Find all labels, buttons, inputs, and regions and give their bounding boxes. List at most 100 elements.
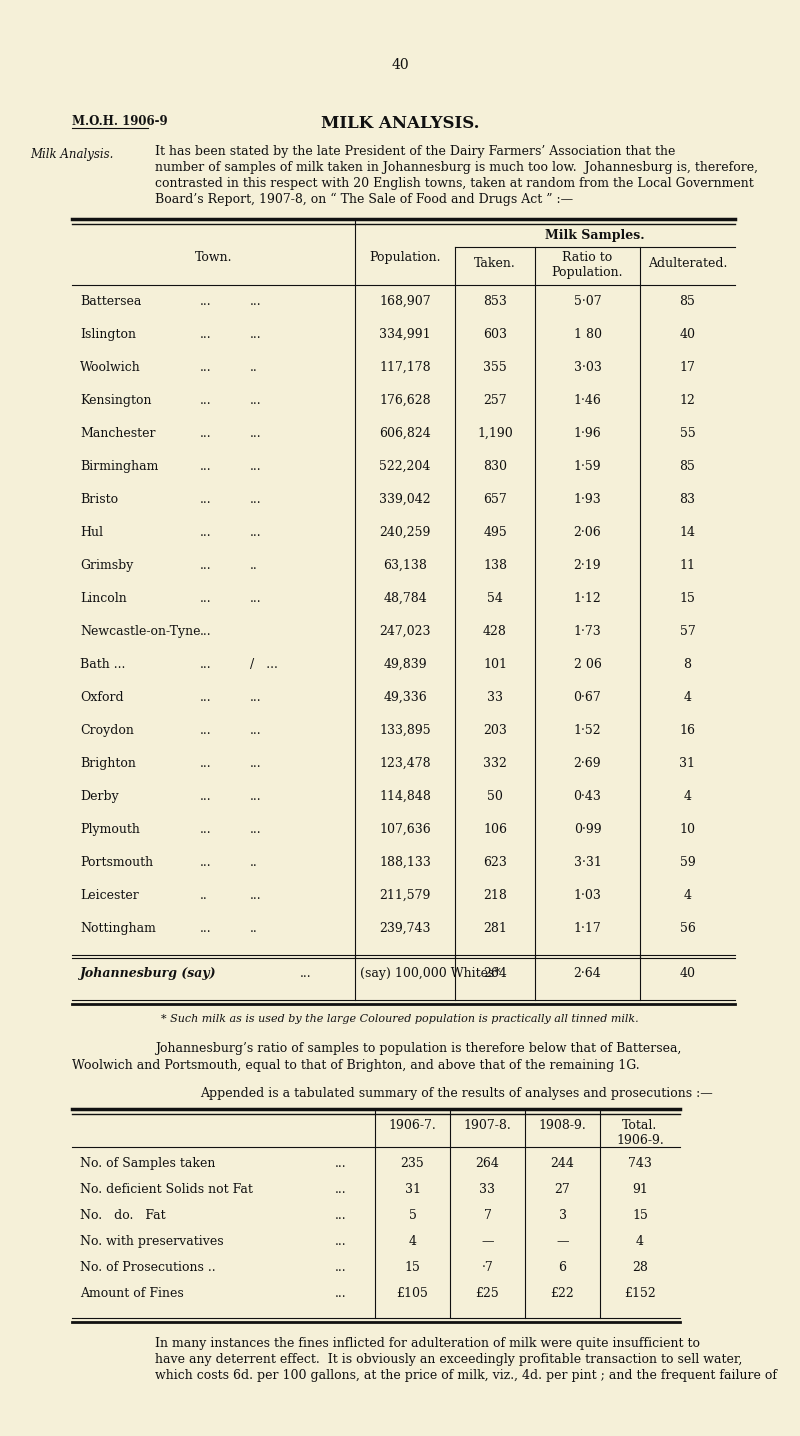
Text: 264: 264 [483, 966, 507, 979]
Text: Newcastle-on-Tyne: Newcastle-on-Tyne [80, 625, 201, 638]
Text: ...: ... [200, 360, 212, 373]
Text: ...: ... [200, 823, 212, 836]
Text: ...: ... [200, 658, 212, 671]
Text: 218: 218 [483, 889, 507, 902]
Text: ...: ... [200, 327, 212, 340]
Text: 101: 101 [483, 658, 507, 671]
Text: Bristo: Bristo [80, 493, 118, 505]
Text: number of samples of milk taken in Johannesburg is much too low.  Johannesburg i: number of samples of milk taken in Johan… [155, 161, 758, 174]
Text: ...: ... [335, 1235, 346, 1248]
Text: ...: ... [250, 757, 262, 770]
Text: Taken.: Taken. [474, 257, 516, 270]
Text: Kensington: Kensington [80, 393, 151, 406]
Text: Johannesburg’s ratio of samples to population is therefore below that of Batters: Johannesburg’s ratio of samples to popul… [155, 1043, 682, 1055]
Text: ...: ... [250, 691, 262, 704]
Text: 606,824: 606,824 [379, 426, 431, 439]
Text: Appended is a tabulated summary of the results of analyses and prosecutions :—: Appended is a tabulated summary of the r… [200, 1087, 713, 1100]
Text: Amount of Fines: Amount of Fines [80, 1287, 184, 1300]
Text: Adulterated.: Adulterated. [648, 257, 727, 270]
Text: Plymouth: Plymouth [80, 823, 140, 836]
Text: No. of Samples taken: No. of Samples taken [80, 1157, 215, 1170]
Text: 3: 3 [558, 1209, 566, 1222]
Text: 0·67: 0·67 [574, 691, 602, 704]
Text: ...: ... [200, 625, 212, 638]
Text: Portsmouth: Portsmouth [80, 856, 153, 869]
Text: Board’s Report, 1907-8, on “ The Sale of Food and Drugs Act ” :—: Board’s Report, 1907-8, on “ The Sale of… [155, 192, 573, 207]
Text: 91: 91 [632, 1183, 648, 1196]
Text: ...: ... [200, 460, 212, 472]
Text: 0·43: 0·43 [574, 790, 602, 803]
Text: 495: 495 [483, 526, 507, 538]
Text: 743: 743 [628, 1157, 652, 1170]
Text: 1·17: 1·17 [574, 922, 602, 935]
Text: 1·59: 1·59 [574, 460, 602, 472]
Text: 211,579: 211,579 [379, 889, 430, 902]
Text: 123,478: 123,478 [379, 757, 431, 770]
Text: 2·06: 2·06 [574, 526, 602, 538]
Text: 17: 17 [679, 360, 695, 373]
Text: M.O.H. 1906-9: M.O.H. 1906-9 [72, 115, 168, 128]
Text: 16: 16 [679, 724, 695, 737]
Text: ·7: ·7 [482, 1261, 494, 1274]
Text: Woolwich and Portsmouth, equal to that of Brighton, and above that of the remain: Woolwich and Portsmouth, equal to that o… [72, 1058, 640, 1073]
Text: ...: ... [250, 460, 262, 472]
Text: ...: ... [335, 1287, 346, 1300]
Text: No.   do.   Fat: No. do. Fat [80, 1209, 166, 1222]
Text: 117,178: 117,178 [379, 360, 431, 373]
Text: ...: ... [200, 724, 212, 737]
Text: /   ...: / ... [250, 658, 278, 671]
Text: 334,991: 334,991 [379, 327, 431, 340]
Text: Woolwich: Woolwich [80, 360, 141, 373]
Text: 40: 40 [391, 57, 409, 72]
Text: ...: ... [250, 493, 262, 505]
Text: 55: 55 [680, 426, 695, 439]
Text: ..: .. [250, 559, 258, 572]
Text: Ratio to
Population.: Ratio to Population. [552, 251, 623, 279]
Text: Islington: Islington [80, 327, 136, 340]
Text: ..: .. [250, 856, 258, 869]
Text: ...: ... [250, 294, 262, 307]
Text: 40: 40 [679, 966, 695, 979]
Text: Nottingham: Nottingham [80, 922, 156, 935]
Text: ..: .. [250, 922, 258, 935]
Text: MILK ANALYSIS.: MILK ANALYSIS. [321, 115, 479, 132]
Text: 49,839: 49,839 [383, 658, 427, 671]
Text: 57: 57 [680, 625, 695, 638]
Text: ...: ... [250, 526, 262, 538]
Text: —: — [556, 1235, 569, 1248]
Text: £25: £25 [476, 1287, 499, 1300]
Text: Oxford: Oxford [80, 691, 124, 704]
Text: £105: £105 [397, 1287, 429, 1300]
Text: 14: 14 [679, 526, 695, 538]
Text: 4: 4 [683, 889, 691, 902]
Text: 2 06: 2 06 [574, 658, 602, 671]
Text: 7: 7 [483, 1209, 491, 1222]
Text: Milk Samples.: Milk Samples. [545, 228, 645, 243]
Text: Lincoln: Lincoln [80, 592, 126, 605]
Text: Brighton: Brighton [80, 757, 136, 770]
Text: ...: ... [200, 790, 212, 803]
Text: 257: 257 [483, 393, 507, 406]
Text: ...: ... [250, 393, 262, 406]
Text: 235: 235 [401, 1157, 424, 1170]
Text: ...: ... [250, 790, 262, 803]
Text: £152: £152 [624, 1287, 656, 1300]
Text: ...: ... [335, 1157, 346, 1170]
Text: 31: 31 [405, 1183, 421, 1196]
Text: 1,190: 1,190 [477, 426, 513, 439]
Text: 11: 11 [679, 559, 695, 572]
Text: 1·46: 1·46 [574, 393, 602, 406]
Text: ...: ... [200, 592, 212, 605]
Text: 830: 830 [483, 460, 507, 472]
Text: 332: 332 [483, 757, 507, 770]
Text: 2·64: 2·64 [574, 966, 602, 979]
Text: 657: 657 [483, 493, 507, 505]
Text: 339,042: 339,042 [379, 493, 431, 505]
Text: In many instances the fines inflicted for adulteration of milk were quite insuff: In many instances the fines inflicted fo… [155, 1337, 700, 1350]
Text: 8: 8 [683, 658, 691, 671]
Text: 10: 10 [679, 823, 695, 836]
Text: 355: 355 [483, 360, 507, 373]
Text: 15: 15 [405, 1261, 421, 1274]
Text: 133,895: 133,895 [379, 724, 431, 737]
Text: 63,138: 63,138 [383, 559, 427, 572]
